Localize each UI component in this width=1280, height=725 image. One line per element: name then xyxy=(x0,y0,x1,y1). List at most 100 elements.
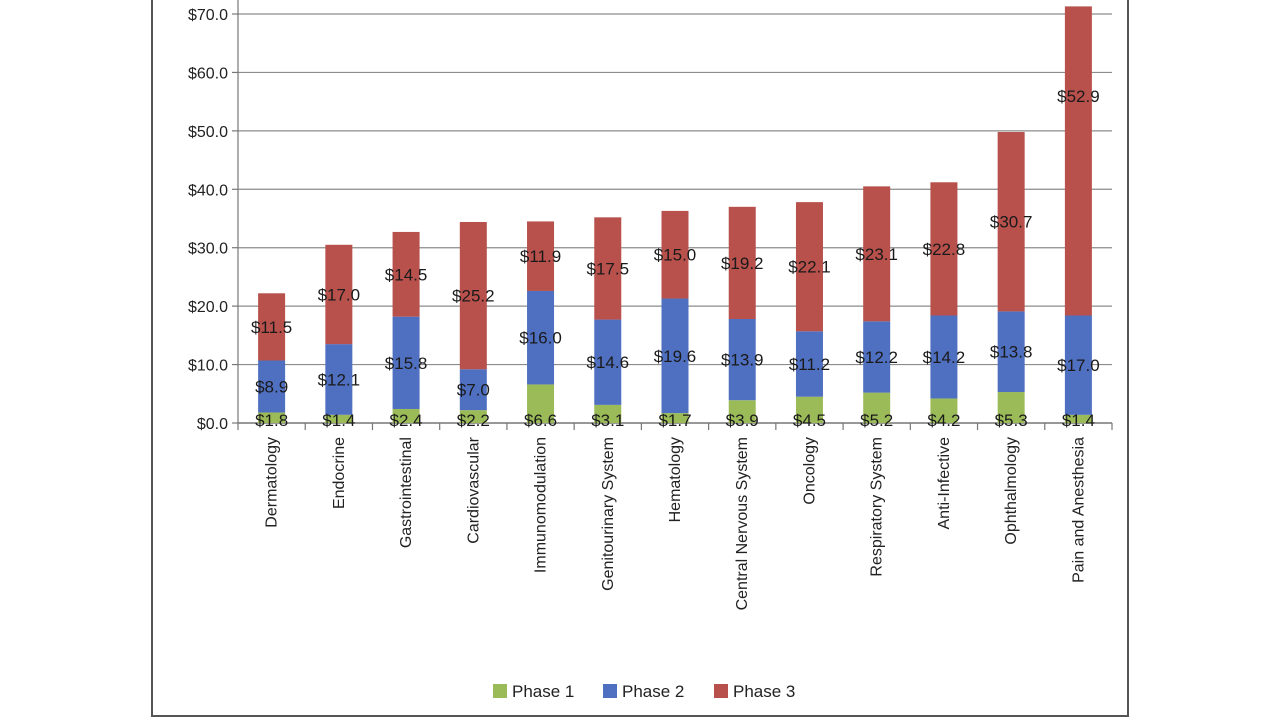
bar-phase-2-oncology xyxy=(795,331,823,397)
y-tick-label: $40.0 xyxy=(188,182,228,199)
x-category-label: Gastrointestinal xyxy=(398,437,415,548)
legend-swatch-phase-3 xyxy=(714,684,728,698)
data-label-phase-1: $2.2 xyxy=(457,411,490,430)
data-label-phase-1: $4.5 xyxy=(793,411,826,430)
bar-phase-3-pain-and-anesthesia xyxy=(1064,6,1092,316)
bar-phase-3-oncology xyxy=(795,202,823,332)
bar-phase-1-respiratory-system xyxy=(863,392,891,423)
bar-phase-1-gastrointestinal xyxy=(392,408,420,423)
data-label-phase-2: $11.2 xyxy=(789,355,830,374)
legend: Phase 1 Phase 2 Phase 3 xyxy=(493,682,795,701)
data-label-phase-3: $11.5 xyxy=(251,318,292,337)
data-label-phase-1: $4.2 xyxy=(927,411,960,430)
y-tick-label: $30.0 xyxy=(188,241,228,258)
x-category-label: Cardiovascular xyxy=(465,436,482,543)
data-label-phase-1: $5.2 xyxy=(860,411,893,430)
x-category-label: Endocrine xyxy=(331,437,348,509)
data-label-phase-1: $1.4 xyxy=(1062,411,1095,430)
data-label-phase-2: $13.9 xyxy=(721,351,764,370)
legend-swatch-phase-1 xyxy=(493,684,507,698)
data-label-phase-3: $11.9 xyxy=(520,247,561,266)
data-label-phase-2: $17.0 xyxy=(1057,356,1100,375)
data-label-phase-3: $15.0 xyxy=(654,246,697,265)
y-tick-label: $70.0 xyxy=(188,7,228,24)
data-label-phase-2: $8.9 xyxy=(255,377,288,396)
bar-phase-3-ophthalmology xyxy=(997,132,1025,312)
bar-phase-3-immunomodulation xyxy=(527,221,555,291)
y-tick-label: $0.0 xyxy=(197,416,228,433)
data-label-phase-1: $1.7 xyxy=(658,411,691,430)
bar-phase-2-immunomodulation xyxy=(527,290,555,385)
bar-phase-3-endocrine xyxy=(325,244,353,345)
bar-phase-2-anti-infective xyxy=(930,315,958,399)
bar-phase-3-dermatology xyxy=(258,293,286,361)
x-category-label: Anti-Infective xyxy=(936,437,953,530)
data-label-phase-1: $1.4 xyxy=(322,411,355,430)
x-category-label: Pain and Anesthesia xyxy=(1070,437,1087,583)
data-label-phase-3: $23.1 xyxy=(855,245,898,264)
bar-phase-3-anti-infective xyxy=(930,182,958,316)
x-category-label: Central Nervous System xyxy=(734,437,751,610)
bar-phase-1-hematology xyxy=(661,413,689,423)
data-label-phase-2: $19.6 xyxy=(654,347,697,366)
data-label-phase-2: $16.0 xyxy=(519,329,562,348)
legend-swatch-phase-2 xyxy=(603,684,617,698)
axes: $0.0 $10.0 $20.0 $30.0 $40.0 $50.0 $60.0 $70.0 D… xyxy=(188,0,1113,610)
data-label-phase-1: $3.1 xyxy=(591,411,624,430)
data-label-phase-2: $7.0 xyxy=(457,381,490,400)
data-label-phase-1: $1.8 xyxy=(255,411,288,430)
bar-phase-2-ophthalmology xyxy=(997,311,1025,393)
bar-phase-1-anti-infective xyxy=(930,398,958,423)
bar-phase-3-genitourinary-system xyxy=(594,217,622,320)
y-tick-label: $10.0 xyxy=(188,358,228,375)
legend-label-phase-3: Phase 3 xyxy=(733,682,795,701)
bar-phase-2-genitourinary-system xyxy=(594,319,622,405)
data-label-phase-3: $30.7 xyxy=(990,213,1033,232)
bar-phase-3-hematology xyxy=(661,210,689,299)
data-label-phase-2: $13.8 xyxy=(990,343,1033,362)
y-tick-label: $50.0 xyxy=(188,124,228,141)
bar-phase-1-genitourinary-system xyxy=(594,404,622,423)
legend-label-phase-2: Phase 2 xyxy=(622,682,684,701)
bar-phase-2-respiratory-system xyxy=(863,321,891,393)
data-label-phase-3: $25.2 xyxy=(452,287,495,306)
data-label-phase-3: $14.5 xyxy=(385,265,428,284)
bar-phase-3-gastrointestinal xyxy=(392,231,420,317)
bar-phase-2-endocrine xyxy=(325,344,353,415)
x-category-label: Dermatology xyxy=(264,437,281,528)
data-label-phase-3: $22.1 xyxy=(788,258,831,277)
legend-label-phase-1: Phase 1 xyxy=(512,682,574,701)
bar-phase-1-central-nervous-system xyxy=(728,400,756,423)
data-label-phase-2: $12.2 xyxy=(855,348,898,367)
data-label-phase-2: $14.6 xyxy=(586,353,629,372)
data-label-phase-1: $3.9 xyxy=(726,411,759,430)
data-label-phase-1: $5.3 xyxy=(995,411,1028,430)
bars xyxy=(258,6,1092,423)
data-label-phase-1: $6.6 xyxy=(524,411,557,430)
x-category-label: Respiratory System xyxy=(869,437,886,577)
data-label-phase-2: $14.2 xyxy=(923,348,966,367)
data-label-phase-1: $2.4 xyxy=(390,411,423,430)
x-category-label: Hematology xyxy=(667,437,684,522)
bar-phase-2-dermatology xyxy=(258,360,286,413)
bar-phase-3-respiratory-system xyxy=(863,186,891,322)
x-category-label: Genitourinary System xyxy=(600,437,617,591)
data-label-phase-3: $17.5 xyxy=(586,259,629,278)
bar-phase-1-dermatology xyxy=(258,412,286,423)
x-category-label: Oncology xyxy=(801,437,818,505)
data-labels: $1.8 $8.9 $11.5 $1.4 $12.1 $17.0 $2.4 $15.8 $14.… xyxy=(251,87,1100,430)
bar-phase-1-immunomodulation xyxy=(527,384,555,423)
bar-phase-3-central-nervous-system xyxy=(728,206,756,319)
bar-phase-3-cardiovascular xyxy=(459,222,487,370)
bar-phase-2-hematology xyxy=(661,298,689,414)
bar-phase-1-endocrine xyxy=(325,414,353,423)
x-category-label: Ophthalmology xyxy=(1003,437,1020,545)
bar-phase-1-cardiovascular xyxy=(459,410,487,423)
bar-phase-2-gastrointestinal xyxy=(392,316,420,409)
data-label-phase-3: $52.9 xyxy=(1057,87,1100,106)
data-label-phase-2: $15.8 xyxy=(385,354,428,373)
data-label-phase-3: $19.2 xyxy=(721,254,764,273)
data-label-phase-3: $17.0 xyxy=(318,285,361,304)
